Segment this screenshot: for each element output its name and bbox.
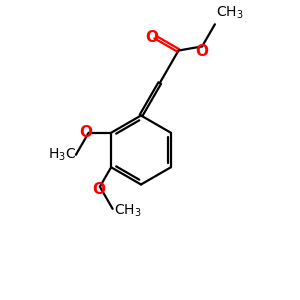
Text: O: O — [145, 29, 158, 44]
Text: CH$_3$: CH$_3$ — [114, 202, 142, 218]
Text: O: O — [92, 182, 105, 197]
Text: O: O — [196, 44, 208, 59]
Text: CH$_3$: CH$_3$ — [216, 5, 244, 21]
Text: H$_3$C: H$_3$C — [48, 147, 76, 163]
Text: O: O — [80, 125, 93, 140]
